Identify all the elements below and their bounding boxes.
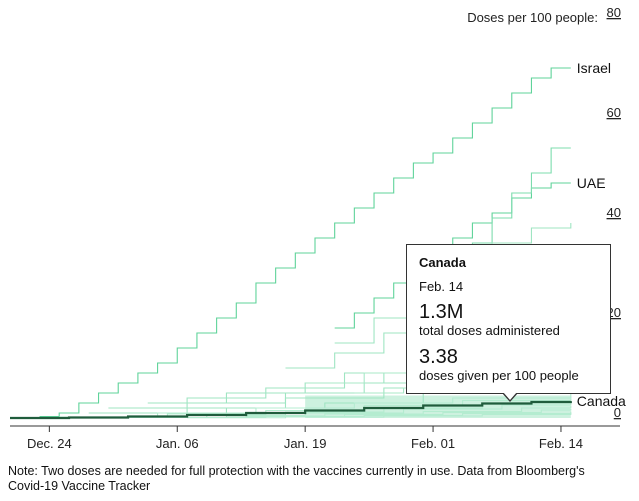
y-tick-label: 0 <box>614 405 621 420</box>
israel-series-line <box>39 67 571 418</box>
canada-label: Canada <box>577 393 626 409</box>
series-labels: Israel UAE Canada <box>577 60 626 409</box>
tooltip-total-doses: 1.3M <box>419 301 464 323</box>
uae-label: UAE <box>577 175 606 191</box>
israel-label: Israel <box>577 60 611 76</box>
tooltip-pointer-fill <box>503 392 517 400</box>
x-tick-label: Feb. 01 <box>411 436 455 451</box>
country-series-line <box>167 411 572 419</box>
y-tick-label: 60 <box>607 105 621 120</box>
tooltip-country: Canada <box>419 255 466 270</box>
tooltip-per-100-label: doses given per 100 people <box>419 368 579 383</box>
chart-note: Note: Two doses are needed for full prot… <box>8 464 585 493</box>
country-series-line <box>147 409 572 419</box>
country-series-line <box>108 403 572 419</box>
tooltip-per-100: 3.38 <box>419 346 458 368</box>
x-axis: Dec. 24 Jan. 06 Jan. 19 Feb. 01 Feb. 14 <box>10 425 620 451</box>
y-tick-label: 40 <box>607 205 621 220</box>
canada-series-line <box>10 400 572 420</box>
x-tick-label: Feb. 14 <box>539 436 583 451</box>
tooltip: Canada Feb. 14 1.3M total doses administ… <box>406 244 611 394</box>
tooltip-total-doses-label: total doses administered <box>419 323 560 338</box>
country-series-line <box>59 393 572 418</box>
x-tick-label: Jan. 06 <box>156 436 199 451</box>
y-tick-label: 80 <box>607 5 621 20</box>
country-series-line <box>187 413 572 419</box>
y-axis-label: Doses per 100 people: <box>467 10 598 25</box>
x-tick-label: Jan. 19 <box>284 436 327 451</box>
x-tick-label: Dec. 24 <box>27 436 72 451</box>
tooltip-date: Feb. 14 <box>419 279 464 294</box>
